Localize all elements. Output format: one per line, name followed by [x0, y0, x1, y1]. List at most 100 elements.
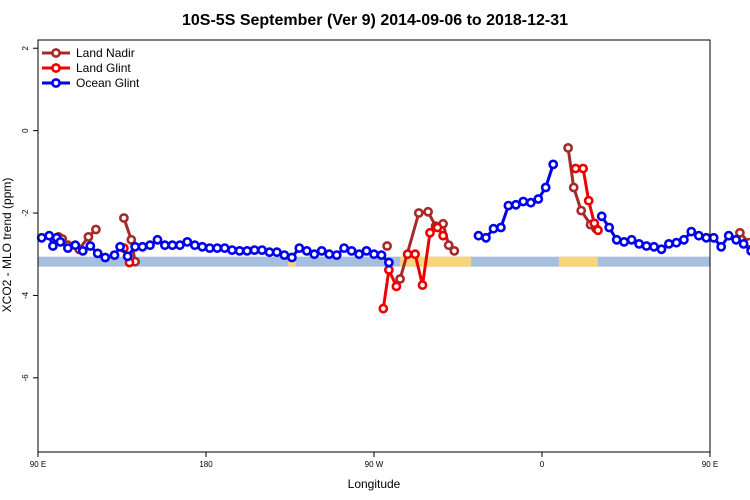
ocean-glint-point: [242, 245, 252, 256]
land-glint-point: [410, 249, 420, 260]
ocean-glint-point: [145, 240, 155, 251]
ocean-glint-point: [626, 234, 637, 245]
ocean-glint-point: [533, 194, 544, 204]
ocean-glint-point: [656, 244, 667, 255]
ocean-glint-point: [279, 250, 290, 260]
ocean-glint-point: [383, 257, 394, 268]
ocean-glint-point: [619, 236, 629, 247]
land-glint-point: [378, 303, 389, 314]
ocean-glint-point: [488, 223, 499, 234]
land-band: [558, 256, 598, 267]
ocean-glint-point: [679, 234, 689, 245]
ocean-glint-point: [219, 243, 230, 253]
ocean-glint-point: [55, 236, 66, 247]
ocean-glint-point: [109, 250, 120, 260]
ocean-glint-point: [473, 230, 484, 241]
ocean-glint-point: [361, 245, 372, 256]
ocean-glint-point: [85, 241, 96, 251]
ocean-glint-point: [286, 252, 297, 263]
land-glint-point: [583, 195, 594, 206]
legend-item-land-nadir: Land Nadir: [42, 46, 135, 60]
legend-marker: [51, 78, 61, 88]
series-ocean-glint: [36, 159, 750, 268]
ocean-glint-point: [339, 243, 349, 253]
ocean-glint-point: [182, 236, 193, 247]
ocean-glint-point: [738, 238, 749, 249]
land-nadir-point: [735, 227, 745, 238]
y-axis-label: XCO2 - MLO trend (ppm): [0, 178, 14, 313]
x-tick-label: 90 E: [702, 460, 718, 469]
ocean-glint-point: [257, 245, 267, 255]
ocean-glint-point: [77, 245, 88, 256]
legend-label: Ocean Glint: [76, 76, 140, 90]
y-tick-label: 2: [21, 45, 30, 50]
legend-label: Land Nadir: [76, 46, 135, 60]
y-tick-label: -2: [21, 209, 30, 217]
x-axis-label: Longitude: [348, 477, 401, 491]
land-glint-point: [425, 227, 435, 238]
legend-item-land-glint: Land Glint: [42, 61, 131, 75]
ocean-glint-point: [503, 200, 514, 211]
y-tick-label: 0: [21, 128, 30, 133]
ocean-band: [38, 256, 710, 267]
ocean-glint-point: [36, 232, 47, 243]
land-nadir-point: [83, 231, 94, 242]
ocean-glint-point: [346, 245, 357, 256]
land-nadir-point: [413, 208, 424, 218]
ocean-glint-point: [174, 240, 185, 251]
land-nadir-point: [449, 245, 460, 256]
ocean-glint-point: [708, 232, 719, 243]
ocean-glint-point: [369, 249, 379, 260]
ocean-glint-point: [324, 249, 335, 260]
ocean-glint-point: [44, 230, 55, 241]
land-glint-point: [438, 230, 448, 241]
x-tick-label: 0: [540, 460, 545, 469]
x-tick-label: 90 W: [365, 460, 384, 469]
land-nadir-point: [563, 142, 573, 153]
ocean-glint-point: [671, 237, 682, 248]
ocean-glint-point: [664, 238, 674, 249]
land-nadir-point: [423, 206, 433, 217]
ocean-glint-point: [100, 252, 111, 263]
ocean-glint-point: [746, 246, 750, 256]
land-nadir-point: [568, 182, 579, 193]
y-tick-label: -4: [21, 291, 30, 299]
ocean-glint-point: [518, 196, 529, 207]
land-glint-point: [432, 222, 443, 233]
ocean-glint-point: [641, 241, 652, 251]
land-glint-point: [593, 225, 603, 236]
y-axis: 2 0 -2 -4 -6: [21, 45, 38, 381]
ocean-glint-point: [301, 245, 312, 256]
ocean-glint-point: [115, 241, 125, 252]
land-glint-point: [589, 218, 600, 229]
ocean-glint-point: [596, 211, 607, 222]
y-tick-label: -6: [21, 374, 30, 382]
chart-title: 10S-5S September (Ver 9) 2014-09-06 to 2…: [182, 12, 568, 29]
legend-marker: [51, 48, 61, 58]
ocean-glint-point: [189, 240, 200, 251]
x-tick-label: 90 E: [30, 460, 46, 469]
land-nadir-point: [576, 205, 587, 216]
land-glint-point: [570, 163, 581, 174]
ocean-glint-point: [731, 234, 741, 245]
ocean-glint-point: [495, 222, 506, 233]
ocean-glint-point: [137, 241, 148, 252]
series-layer: [36, 142, 750, 314]
x-tick-label: 180: [199, 460, 213, 469]
legend-marker: [51, 63, 61, 73]
ocean-glint-point: [548, 159, 559, 170]
ocean-glint-point: [525, 197, 536, 208]
ocean-glint-point: [227, 245, 237, 255]
ocean-glint-point: [376, 250, 387, 260]
ocean-glint-point: [48, 241, 58, 251]
land-nadir-point: [126, 234, 137, 245]
land-nadir-point: [119, 213, 129, 223]
land-glint-point: [391, 281, 402, 292]
ocean-glint-point: [212, 243, 223, 253]
ocean-glint-point: [604, 222, 615, 233]
ocean-glint-point: [122, 251, 133, 262]
x-axis: 90 E 180 90 W 0 90 E: [30, 452, 718, 469]
ocean-glint-point: [316, 245, 327, 256]
ocean-glint-point: [159, 240, 170, 251]
ocean-glint-point: [234, 245, 245, 256]
